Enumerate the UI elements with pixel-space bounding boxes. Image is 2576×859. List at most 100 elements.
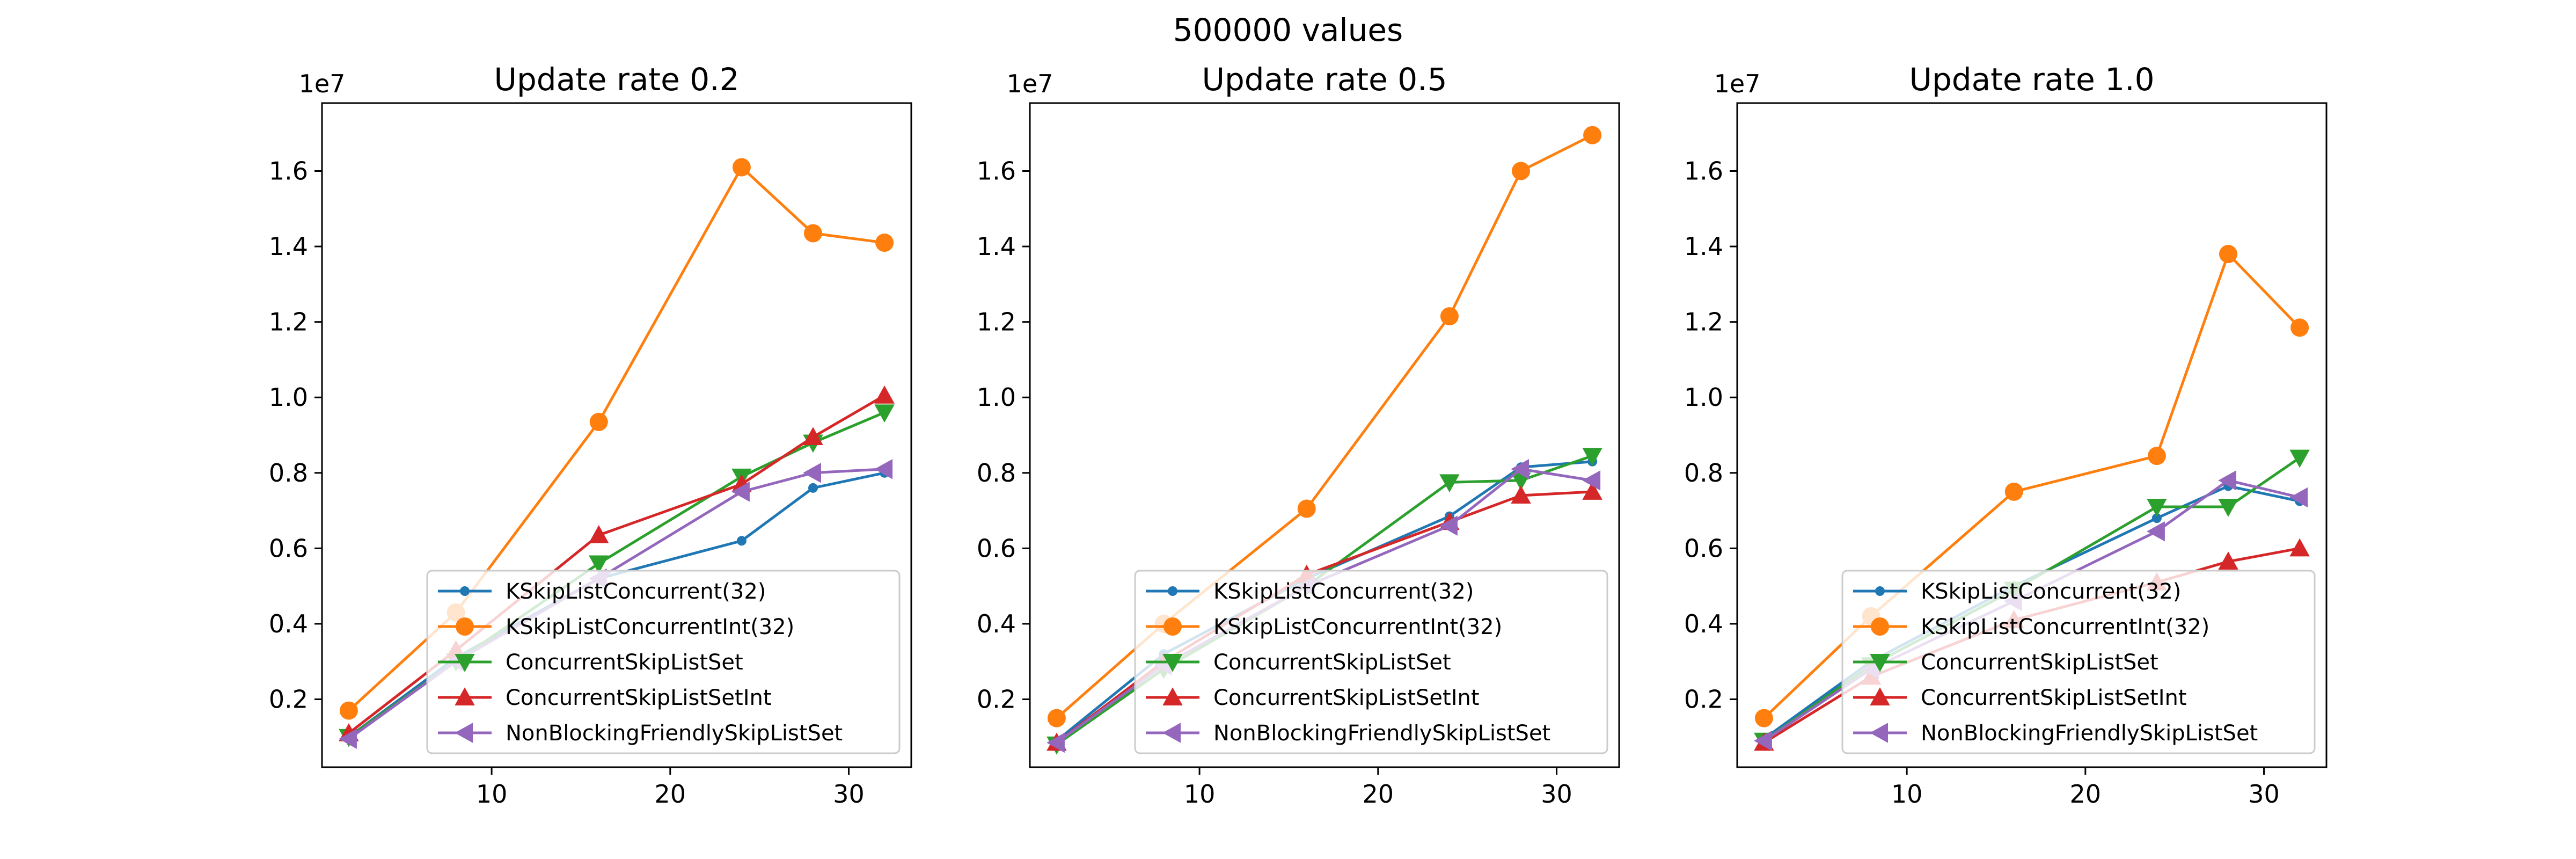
legend-marker [1870,654,1890,672]
y-tick-label: 0.6 [1684,534,1723,563]
legend-label: KSkipListConcurrent(32) [506,579,766,604]
data-point [339,729,357,749]
legend-entry: KSkipListConcurrent(32) [438,579,766,604]
legend-label: KSkipListConcurrentInt(32) [506,615,794,639]
data-point [1046,732,1065,753]
data-point [1440,307,1459,326]
legend-entry: KSkipListConcurrent(32) [1853,579,2181,604]
legend-marker [1871,617,1889,636]
y-tick-label: 1.0 [977,383,1016,412]
y-offset-label: 1e7 [1714,69,1761,98]
data-point [2218,470,2236,491]
y-tick-label: 1.6 [1684,157,1723,186]
y-tick-label: 0.2 [269,685,308,714]
axes-frame [1029,102,1620,768]
subplot-2: Update rate 0.5 1e7 10 20 30 0.2 0.4 0.6 0.8 1.0 1… [977,61,1620,809]
data-point [2289,538,2310,557]
data-point [804,224,822,243]
data-point [875,234,894,252]
legend: KSkipListConcurrent(32) KSkipListConcurre… [426,570,901,754]
data-point [1511,459,1529,479]
legend-marker [456,617,474,636]
y-tick-label: 1.6 [269,157,308,186]
y-tick-label: 1.2 [269,308,308,337]
data-point [589,412,608,431]
data-point [731,482,750,502]
legend-marker [1162,687,1183,705]
legend-label: ConcurrentSkipListSet [506,650,743,675]
data-point [2289,449,2310,468]
data-point [1512,162,1530,180]
data-point [1583,126,1602,144]
x-tick-label: 30 [2248,780,2280,809]
legend-label: NonBlockingFriendlySkipListSet [506,721,843,746]
data-point [2004,482,2023,501]
y-tick-label: 1.2 [977,308,1016,337]
subplot-3: Update rate 1.0 1e7 10 20 30 0.2 0.4 0.6 0.8 1.0 1… [1684,61,2328,809]
subplot-1: Update rate 0.2 1e7 10 20 30 0.2 0.4 0.6 0.8 1.0 1… [269,61,912,809]
y-tick-label: 1.2 [1684,308,1723,337]
legend-marker [1162,723,1181,743]
data-point [1439,515,1458,536]
data-point [1754,709,1773,727]
legend-label: KSkipListConcurrentInt(32) [1921,615,2209,639]
y-tick-label: 1.4 [269,232,308,261]
legend-marker [1163,617,1182,636]
legend-label: ConcurrentSkipListSetInt [1213,686,1480,710]
legend-label: ConcurrentSkipListSet [1213,650,1451,675]
subplots: Update rate 0.2 1e7 10 20 30 0.2 0.4 0.6 0.8 1.0 1… [269,61,2328,809]
data-point [808,483,818,493]
legend-label: ConcurrentSkipListSet [1921,650,2158,675]
subplot-title: Update rate 1.0 [1909,61,2155,98]
legend-entry: ConcurrentSkipListSetInt [1853,686,2187,710]
x-tick-label: 10 [1891,780,1923,809]
legend-box [1134,570,1608,754]
legend-marker [1870,723,1888,743]
y-tick-label: 0.2 [977,685,1016,714]
data-point [874,459,893,479]
data-point [2219,245,2237,264]
data-point [803,463,821,483]
y-tick-label: 0.8 [1684,458,1723,487]
legend-marker [1162,654,1183,672]
data-point [803,427,823,446]
y-tick-label: 1.4 [977,232,1016,261]
data-point [2218,551,2238,570]
legend-label: ConcurrentSkipListSetInt [1921,686,2187,710]
data-point [732,158,751,177]
legend-marker [460,586,470,596]
x-tick-label: 10 [1184,780,1216,809]
legend-entry: NonBlockingFriendlySkipListSet [1853,721,2258,746]
legend-label: NonBlockingFriendlySkipListSet [1213,721,1550,746]
legend-entry: KSkipListConcurrentInt(32) [1146,615,1502,639]
data-point [1582,482,1602,500]
data-point [2147,499,2167,517]
x-tick-label: 20 [655,780,686,809]
data-point [1754,731,1772,751]
y-tick-label: 0.8 [269,458,308,487]
data-point [874,404,895,423]
data-point [1297,499,1316,518]
legend-entry: ConcurrentSkipListSetInt [1146,686,1480,710]
legend-entry: KSkipListConcurrentInt(32) [1853,615,2209,639]
legend-entry: NonBlockingFriendlySkipListSet [438,721,843,746]
y-tick-label: 0.6 [977,534,1016,563]
data-point [339,701,358,720]
x-tick-label: 30 [833,780,865,809]
data-point [2147,447,2166,465]
legend-label: ConcurrentSkipListSetInt [506,686,772,710]
data-point [736,536,747,546]
data-point [2290,318,2309,337]
legend-marker [455,687,475,705]
legend-marker [1168,586,1177,596]
y-tick-label: 0.2 [1684,685,1723,714]
data-point [588,555,609,574]
y-offset-label: 1e7 [299,69,346,98]
data-point [2151,513,2162,523]
axes-frame [1736,102,2328,768]
x-tick-label: 20 [1363,780,1394,809]
legend-label: KSkipListConcurrent(32) [1213,579,1474,604]
y-tick-label: 0.6 [269,534,308,563]
subplot-title: Update rate 0.2 [494,61,740,98]
